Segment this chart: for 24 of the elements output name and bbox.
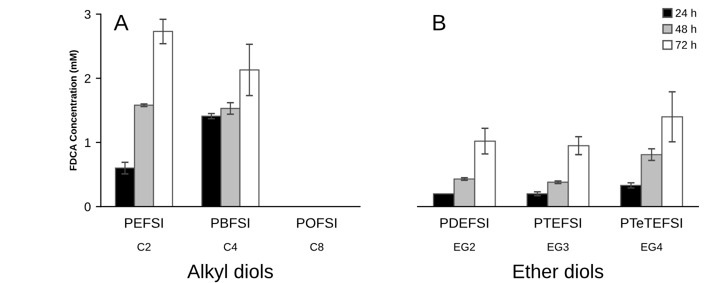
text: EG3 [548, 242, 569, 251]
x-tick-label: POFSI [297, 218, 336, 228]
x-axis-title: Ether diols [514, 264, 604, 278]
x-tick-label: PBFSI [211, 218, 250, 228]
text: C2 [137, 242, 151, 251]
y-tick-label: 1 [85, 138, 90, 147]
chart-title: B [433, 14, 446, 30]
text: EG2 [454, 242, 475, 251]
text: EG4 [641, 242, 662, 251]
x-tick-label: PEFSI [125, 218, 163, 228]
text: C4 [224, 242, 238, 251]
text: C8 [310, 242, 324, 251]
legend-label: 48 h [675, 24, 696, 33]
legend-label: 24 h [676, 8, 696, 17]
y-axis-title: FDCA Concentration (mM) [70, 50, 79, 170]
y-tick-label: 3 [84, 10, 91, 19]
legend-label: 72 h [676, 40, 696, 49]
x-tick-label: PTEFSI [534, 218, 582, 228]
x-tick-label: PTeTEFSI [621, 218, 682, 228]
x-tick-label: PDEFSI [440, 218, 488, 228]
y-tick-label: 0 [84, 202, 91, 212]
chart-title: A [114, 14, 129, 30]
x-axis-title: Alkyl diols [187, 264, 273, 282]
y-tick-label: 2 [84, 74, 90, 83]
